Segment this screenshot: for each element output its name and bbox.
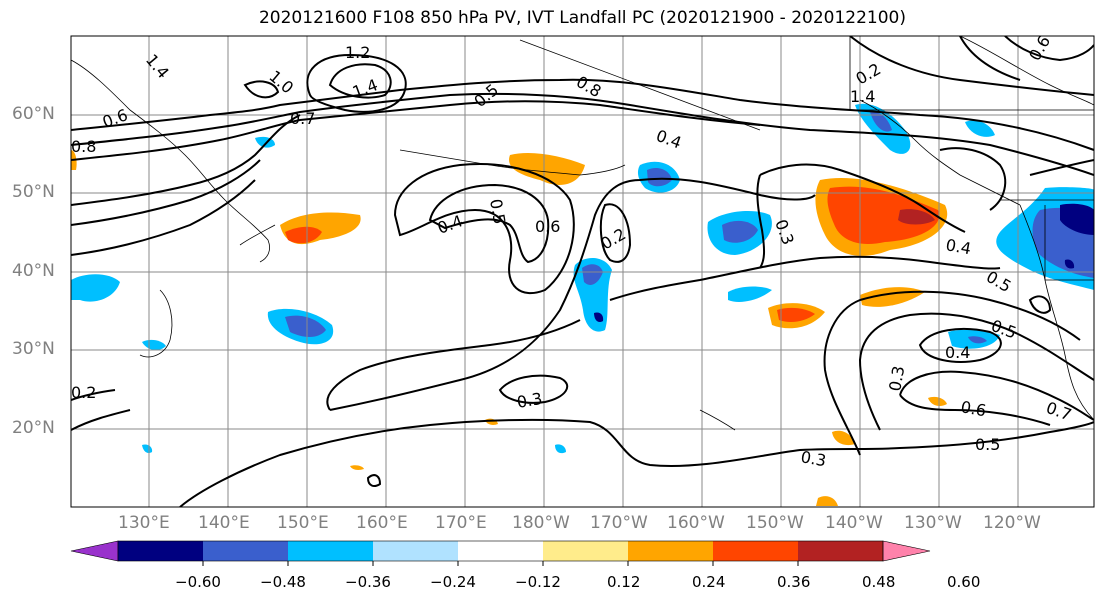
lon-label: 140°E (198, 513, 250, 533)
contour-lines (71, 36, 1094, 507)
colorbar-tick-label: 0.48 (862, 573, 896, 591)
colorbar-tick-label: −0.12 (515, 573, 561, 591)
colorbar-tick-label: −0.36 (345, 573, 391, 591)
contour-label: 0.2 (853, 59, 885, 88)
contour-label: 0.6 (100, 105, 130, 132)
contour-label: 0.2 (598, 224, 630, 253)
map-title: 2020121600 F108 850 hPa PV, IVT Landfall… (258, 8, 906, 28)
lat-label: 60°N (12, 104, 55, 124)
contour-label: 0.8 (71, 137, 96, 156)
colorbar-segment (373, 541, 458, 561)
contour-label: 0.8 (573, 72, 605, 101)
contour-label: 0.4 (654, 126, 684, 153)
coastlines (71, 36, 1094, 431)
contour-label: 0.5 (983, 267, 1015, 296)
contour-label: 1.0 (265, 67, 297, 98)
contour-label: 0.7 (290, 109, 315, 128)
colorbar-outline (117, 540, 884, 562)
lon-label: 150°W (746, 513, 804, 533)
lon-label: 130°E (118, 513, 170, 533)
colorbar-tick-label: 0.60 (947, 573, 981, 591)
contour-label: 0.3 (885, 364, 908, 392)
colorbar (70, 540, 931, 566)
contour-label: 0.4 (945, 343, 970, 362)
colorbar-tick-label: −0.24 (430, 573, 476, 591)
contour-label: 0.4 (944, 235, 972, 258)
contour-label: 0.5 (486, 197, 509, 225)
lon-label: 160°E (356, 513, 408, 533)
colorbar-tick-label: 0.24 (692, 573, 726, 591)
contour-label: 0.2 (71, 383, 96, 402)
colorbar-segment (118, 541, 203, 561)
contour-label: 0.5 (975, 435, 1000, 454)
lon-label: 170°W (590, 513, 648, 533)
colorbar-tick-label: 0.36 (777, 573, 811, 591)
lon-label: 130°W (904, 513, 962, 533)
colorbar-extend-high (882, 540, 931, 562)
contour-label: 0.3 (771, 217, 798, 247)
contour-label: 0.6 (535, 217, 560, 236)
contour-label: 1.4 (142, 50, 173, 82)
colorbar-segment (203, 541, 288, 561)
contour-label: 0.4 (435, 211, 465, 238)
contour-label: 0.5 (470, 80, 502, 111)
lat-label: 30°N (12, 339, 55, 359)
lat-label: 20°N (12, 418, 55, 438)
colorbar-tick-label: −0.48 (260, 573, 306, 591)
colorbar-segment (288, 541, 373, 561)
colorbar-extend-low (70, 540, 119, 562)
colorbar-tick-label: −0.60 (175, 573, 221, 591)
lon-label: 120°W (983, 513, 1041, 533)
contour-label: 1.2 (345, 43, 370, 62)
lon-label: 180°W (512, 513, 570, 533)
colorbar-segment (543, 541, 628, 561)
contour-label: 1.4 (850, 87, 875, 106)
colorbar-segment (798, 541, 883, 561)
colorbar-segment (628, 541, 713, 561)
colorbar-segment (713, 541, 798, 561)
contour-label: 0.3 (515, 389, 543, 412)
lon-label: 140°W (825, 513, 883, 533)
lat-label: 40°N (12, 261, 55, 281)
gridlines (71, 36, 1094, 507)
colorbar-segment (458, 541, 543, 561)
lon-label: 170°E (435, 513, 487, 533)
lat-label: 50°N (12, 182, 55, 202)
contour-label: 0.3 (799, 447, 827, 470)
colorbar-tick-label: 0.12 (607, 573, 641, 591)
lon-label: 150°E (277, 513, 329, 533)
contour-label: 0.6 (959, 397, 987, 420)
lon-label: 160°W (667, 513, 725, 533)
contour-label: 0.7 (1044, 398, 1074, 425)
